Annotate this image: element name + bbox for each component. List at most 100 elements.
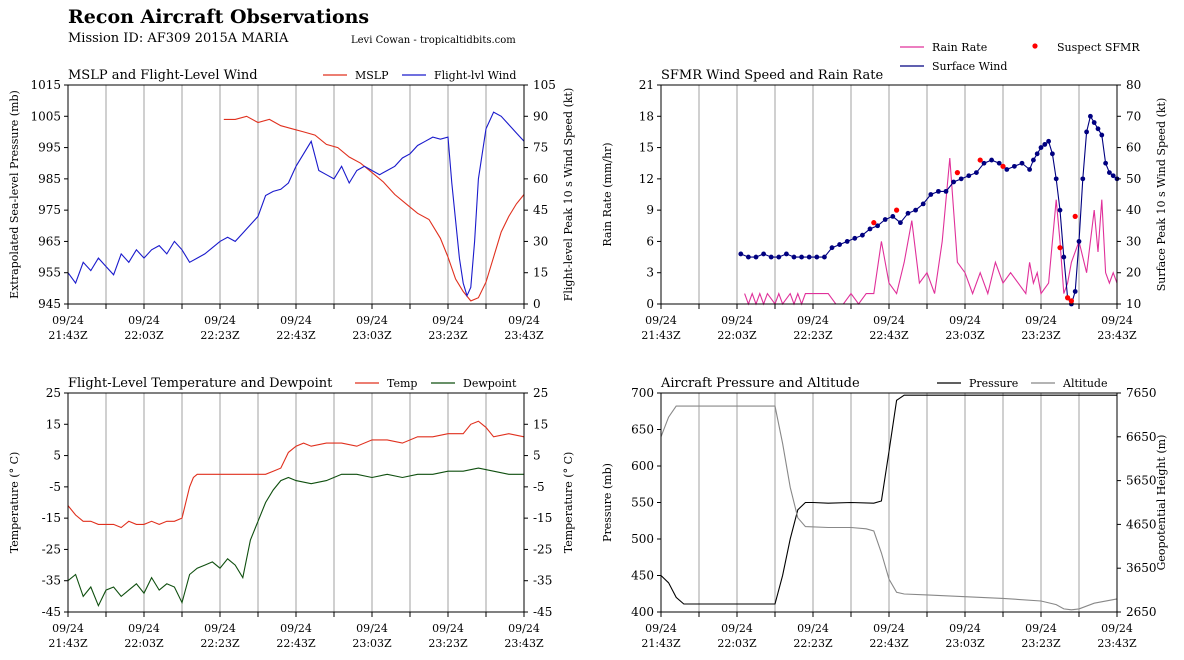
y-tick-label: 600 <box>631 459 654 473</box>
y-tick-label: 1005 <box>30 109 61 123</box>
x-tick-time: 22:43Z <box>869 329 909 342</box>
y-tick-label: 700 <box>631 386 654 400</box>
suspect-sfmr-point <box>1000 163 1006 169</box>
y2-tick-label: 90 <box>533 109 548 123</box>
chart-title: SFMR Wind Speed and Rain Rate <box>661 68 883 83</box>
x-tick-date: 09/24 <box>949 314 981 327</box>
x-tick-date: 09/24 <box>128 314 160 327</box>
surface-wind-point <box>844 239 850 244</box>
y-tick-label: 5 <box>53 449 61 463</box>
y-tick-label: 995 <box>38 141 61 155</box>
y-axis-label: Pressure (mb) <box>601 463 614 542</box>
x-tick-time: 21:43Z <box>641 329 681 342</box>
y2-tick-label: -15 <box>533 511 552 525</box>
suspect-sfmr-point <box>1065 295 1071 301</box>
suspect-sfmr-point <box>894 207 900 213</box>
y2-tick-label: 15 <box>533 417 548 431</box>
x-tick-time: 22:03Z <box>717 637 757 650</box>
x-tick-time: 22:03Z <box>124 329 164 342</box>
x-tick-time: 23:43Z <box>504 637 544 650</box>
x-tick-time: 21:43Z <box>48 329 88 342</box>
x-tick-time: 22:43Z <box>869 637 909 650</box>
surface-wind-point <box>761 251 766 257</box>
surface-wind-point <box>1046 138 1051 144</box>
x-tick-time: 23:03Z <box>352 637 392 650</box>
surface-wind-point <box>814 254 820 260</box>
x-tick-date: 09/24 <box>508 622 540 635</box>
surface-wind-point <box>943 188 949 194</box>
y-tick-label: 400 <box>631 605 654 619</box>
x-tick-time: 23:23Z <box>1021 637 1061 650</box>
surface-wind-point <box>1095 126 1101 132</box>
x-tick-date: 09/24 <box>721 314 753 327</box>
y-tick-label: 500 <box>631 532 654 546</box>
series-line-flight-lvl-wind <box>67 111 525 298</box>
legend-temp-label: Temp <box>387 377 417 390</box>
y2-axis-label: Geopotential Height (m) <box>1155 435 1168 571</box>
y2-axis-label: Flight-level Peak 10 s Wind Speed (kt) <box>562 88 575 302</box>
surface-wind-point <box>852 235 858 241</box>
y-tick-label: 0 <box>646 297 654 311</box>
surface-wind-point <box>768 254 774 260</box>
surface-wind-point <box>890 214 896 219</box>
x-tick-date: 09/24 <box>645 314 677 327</box>
y-tick-label: -35 <box>42 574 61 588</box>
chart-mslp-wind: 945 955 965 975 985 995 1005 1015 0 15 30 45 60 75 90 1… <box>8 68 575 342</box>
x-tick-date: 09/24 <box>356 314 388 327</box>
x-tick-date: 09/24 <box>1025 314 1057 327</box>
surface-wind-point <box>898 220 903 226</box>
y2-tick-label: 40 <box>1126 203 1141 217</box>
x-tick-date: 09/24 <box>280 622 312 635</box>
y2-tick-label: 7650 <box>1126 386 1157 400</box>
surface-wind-point <box>1103 160 1108 166</box>
surface-wind-point <box>958 176 964 182</box>
x-tick-time: 23:43Z <box>1097 329 1137 342</box>
x-tick-time: 22:03Z <box>124 637 164 650</box>
surface-wind-point <box>784 251 789 257</box>
surface-wind-point <box>1110 173 1116 179</box>
credit-text: Levi Cowan - tropicaltidbits.com <box>351 35 516 46</box>
x-tick-time: 22:23Z <box>200 329 240 342</box>
y-tick-label: 550 <box>631 496 654 510</box>
y2-tick-label: 4650 <box>1126 517 1157 531</box>
y-tick-label: -45 <box>42 605 61 619</box>
y2-tick-label: 50 <box>1126 172 1141 186</box>
surface-wind-point <box>1057 207 1063 213</box>
legend-flight-wind-label: Flight-lvl Wind <box>434 69 516 82</box>
y2-tick-label: 60 <box>533 172 548 186</box>
surface-wind-point <box>1050 151 1055 157</box>
y2-tick-label: 5650 <box>1126 474 1157 488</box>
y-tick-label: 955 <box>38 266 61 280</box>
surface-wind-point <box>996 160 1002 166</box>
surface-wind-point <box>1034 151 1040 157</box>
y-axis-label: Extrapolated Sea-level Pressure (mb) <box>8 90 21 299</box>
y2-tick-label: 105 <box>533 78 556 92</box>
surface-wind-point <box>837 242 842 247</box>
y2-tick-label: 10 <box>1126 297 1141 311</box>
y2-tick-label: 6650 <box>1126 430 1157 444</box>
y-tick-label: 3 <box>646 266 654 280</box>
suspect-sfmr-point <box>954 170 961 176</box>
y2-tick-label: 25 <box>533 386 548 400</box>
surface-wind-point <box>1099 132 1105 138</box>
surface-wind-point <box>1080 176 1086 182</box>
surface-wind-point <box>806 254 812 260</box>
x-tick-time: 23:03Z <box>945 637 985 650</box>
y-tick-label: 21 <box>639 78 654 92</box>
y2-tick-label: 60 <box>1126 141 1141 155</box>
legend-suspect-sfmr-label: Suspect SFMR <box>1057 41 1140 54</box>
suspect-sfmr-point <box>1072 213 1078 219</box>
surface-wind-point <box>1027 167 1032 172</box>
y-tick-label: 975 <box>38 203 61 217</box>
y2-tick-label: 15 <box>533 266 548 280</box>
y-tick-label: 12 <box>639 172 654 186</box>
y-tick-label: 6 <box>646 234 654 248</box>
x-tick-date: 09/24 <box>128 622 160 635</box>
chart-sfmr: 0 3 6 9 12 15 18 21 10 20 30 40 50 60 70 80 09/24 21:43Z 0… <box>601 68 1168 342</box>
x-tick-time: 21:43Z <box>641 637 681 650</box>
x-tick-date: 09/24 <box>432 622 464 635</box>
surface-wind-point <box>882 217 888 222</box>
x-tick-date: 09/24 <box>721 622 753 635</box>
y-tick-label: 985 <box>38 172 61 186</box>
surface-wind-point <box>936 188 941 194</box>
